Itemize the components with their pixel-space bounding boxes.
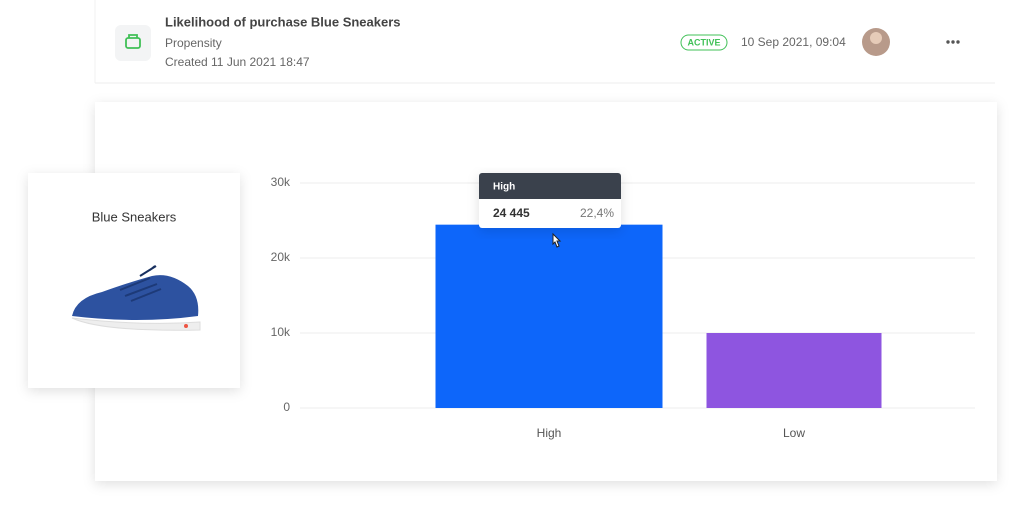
avatar-face	[870, 32, 882, 44]
tooltip-header	[479, 173, 621, 199]
tooltip-value: 24 445	[493, 206, 530, 220]
cursor	[552, 232, 562, 248]
model-title: Likelihood of purchase Blue Sneakers	[165, 14, 401, 29]
y-tick-label: 10k	[271, 325, 291, 339]
updated-date: 10 Sep 2021, 09:04	[741, 35, 846, 49]
y-tick-label: 30k	[271, 175, 291, 189]
more-menu[interactable]	[946, 40, 960, 44]
plot: 0 10k 20k 30k High Low High 24 445 22,4%	[271, 173, 975, 440]
bar	[435, 224, 663, 408]
product-image	[71, 265, 201, 331]
tooltip-share: 22,4%	[580, 206, 614, 220]
created-date: Created 11 Jun 2021 18:47	[165, 55, 310, 69]
y-tick-label: 20k	[271, 250, 291, 264]
product-name: Blue Sneakers	[92, 209, 177, 224]
x-tick-label: Low	[783, 426, 805, 440]
model-type: Propensity	[165, 36, 222, 50]
bar	[706, 333, 882, 408]
y-tick-label: 0	[283, 400, 290, 414]
status-badge	[680, 34, 728, 51]
status-text: ACTIVE	[687, 37, 720, 47]
product-card	[28, 173, 240, 388]
tooltip: High 24 445 22,4%	[479, 173, 621, 248]
tooltip-title: High	[493, 182, 515, 193]
x-tick-label: High	[537, 426, 562, 440]
model-icon-box	[115, 25, 151, 61]
model-icon	[125, 34, 141, 49]
